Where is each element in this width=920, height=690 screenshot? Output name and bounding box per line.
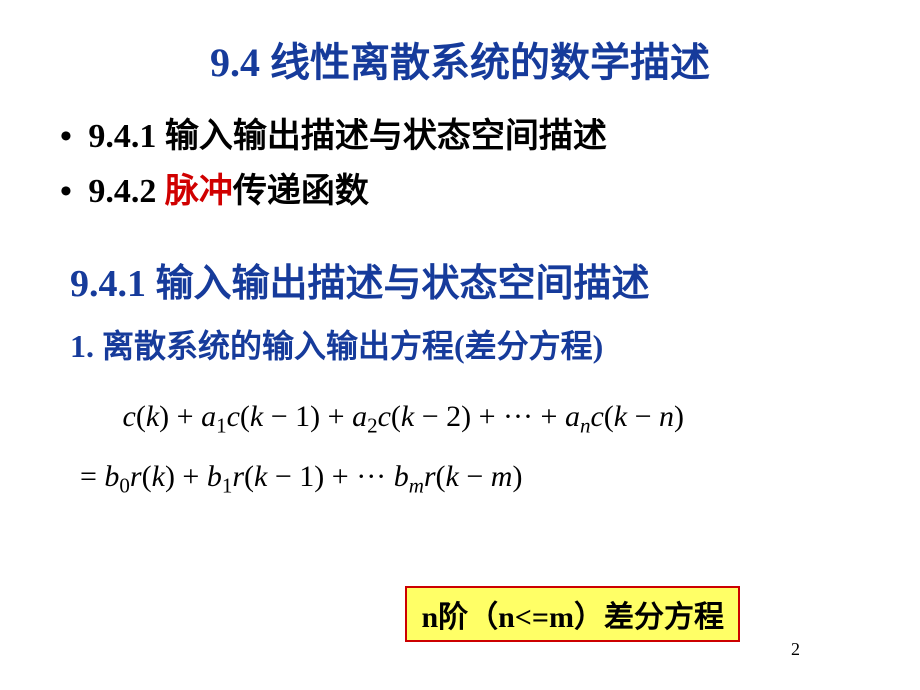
page-number: 2 (791, 639, 800, 660)
bullet-2: • 9.4.2 脉冲传递函数 (60, 163, 860, 212)
bullet-1-prefix: 9.4.1 (88, 118, 165, 155)
bullet-2-rest: 传递函数 (233, 173, 369, 210)
bullet-1: • 9.4.1 输入输出描述与状态空间描述 (60, 108, 860, 157)
bullet-1-text: 输入输出描述与状态空间描述 (165, 118, 607, 155)
bullet-2-red: 脉冲 (165, 173, 233, 210)
equation-line-2: = b0r(k) + b1r(k − 1) + ··· bmr(k − m) (80, 447, 860, 507)
bullet-2-prefix: 9.4.2 (88, 173, 165, 210)
sub-sub-heading: 1. 离散系统的输入输出方程(差分方程) (70, 321, 860, 367)
slide-title: 9.4 线性离散系统的数学描述 (60, 30, 860, 88)
bullet-dot-1: • (60, 118, 72, 155)
subheading: 9.4.1 输入输出描述与状态空间描述 (70, 252, 860, 307)
bullet-dot-2: • (60, 173, 72, 210)
highlight-box: n阶（n<=m）差分方程 (405, 586, 740, 642)
equation-line-1: c(k) + a1c(k − 1) + a2c(k − 2) + ··· + a… (100, 387, 860, 447)
